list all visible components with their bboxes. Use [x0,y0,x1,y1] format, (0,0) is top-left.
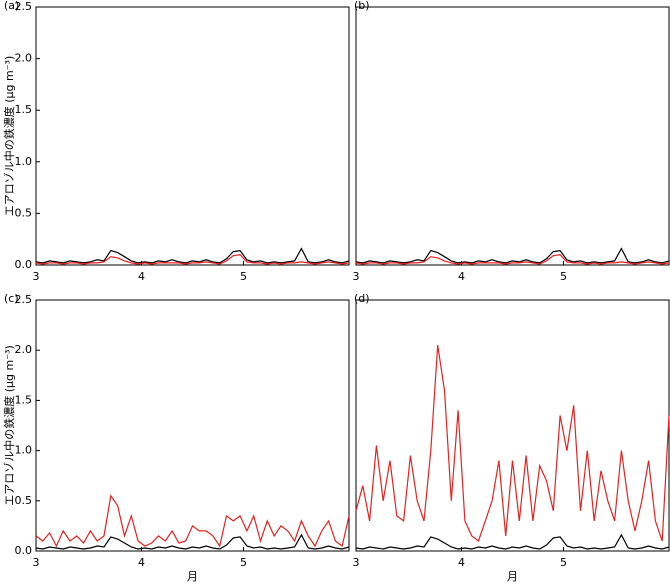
y-tick-label: 1.0 [15,155,33,168]
x-tick-label: 5 [560,556,567,569]
plot-frame [355,6,670,266]
panel-label: (b) [354,0,370,12]
x-tick-label: 5 [240,556,247,569]
y-tick-label: 1.0 [15,444,33,457]
x-tick-label: 3 [33,556,40,569]
data-line [355,254,670,265]
panel-label: (d) [354,292,370,305]
plot-frame [355,299,670,552]
x-tick-label: 4 [138,270,145,283]
y-tick-label: 2.0 [15,343,33,356]
x-tick-label: 4 [138,556,145,569]
data-line [355,247,670,264]
y-tick-label: 0.0 [15,544,33,557]
y-tick-label: 0.0 [15,258,33,271]
x-axis-label: 月 [187,570,198,583]
data-line [35,494,350,548]
plot-frame [35,299,350,552]
data-line [35,254,350,265]
x-tick-label: 5 [560,270,567,283]
y-tick-label: 2.5 [15,0,33,13]
y-tick-label: 1.5 [15,103,33,116]
data-line [35,533,350,550]
y-tick-label: 2.5 [15,293,33,306]
plot-frame [35,6,350,266]
y-axis-label: エアロゾル中の鉄濃度 (μg m⁻³) [2,345,16,506]
data-line [355,533,670,550]
y-tick-label: 2.0 [15,52,33,65]
y-tick-label: 0.5 [15,206,33,219]
x-tick-label: 5 [240,270,247,283]
x-tick-label: 3 [353,270,360,283]
y-tick-label: 1.5 [15,393,33,406]
y-axis-label: エアロゾル中の鉄濃度 (μg m⁻³) [2,56,16,217]
panel-label: (c) [4,292,19,305]
data-line [35,247,350,264]
x-tick-label: 3 [33,270,40,283]
y-tick-label: 0.5 [15,494,33,507]
x-tick-label: 4 [458,270,465,283]
x-tick-label: 3 [353,556,360,569]
x-axis-label: 月 [507,570,518,583]
panel-label: (a) [4,0,19,12]
data-line [355,345,670,542]
x-tick-label: 4 [458,556,465,569]
